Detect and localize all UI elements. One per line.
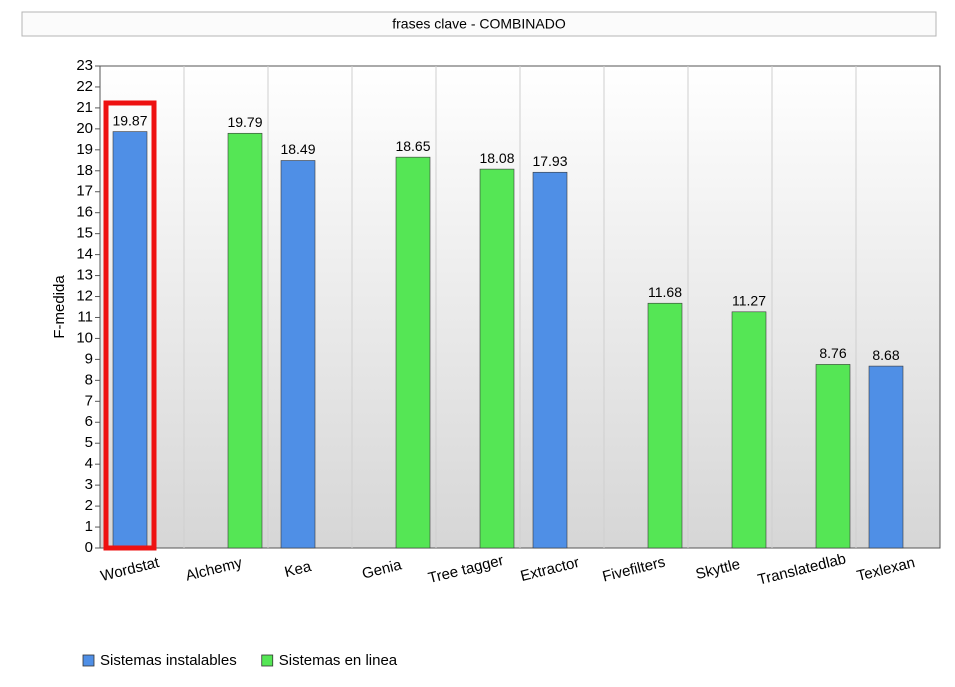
y-tick-label: 13 [76,267,93,284]
y-tick-label: 6 [85,413,93,430]
value-label: 18.65 [395,138,430,154]
value-label: 18.08 [479,150,514,166]
x-tick-label: Translatedlab [756,550,848,588]
x-tick-label: Extractor [519,554,581,585]
y-tick-label: 1 [85,518,93,535]
value-label: 18.49 [280,141,315,157]
y-tick-label: 2 [85,497,93,514]
y-tick-label: 9 [85,350,93,367]
y-tick-label: 7 [85,392,93,409]
x-tick-label: Texlexan [855,554,917,585]
y-tick-label: 23 [76,57,93,74]
x-tick-label: Tree tagger [426,552,505,587]
value-label: 11.68 [648,284,682,300]
y-tick-label: 21 [76,99,93,116]
value-label: 19.87 [112,112,147,128]
x-tick-label: Genia [360,556,404,582]
y-tick-label: 20 [76,120,93,137]
x-tick-label: Wordstat [99,554,162,585]
y-tick-label: 10 [76,329,93,346]
legend-label: Sistemas en linea [279,652,398,669]
chart-title: frases clave - COMBINADO [392,16,566,32]
legend-swatch [261,654,274,667]
y-tick-label: 22 [76,78,93,95]
value-label: 8.68 [872,347,899,363]
y-tick-label: 8 [85,371,93,388]
y-tick-label: 11 [77,308,93,325]
bar [227,132,263,549]
x-tick-label: Alchemy [184,554,244,585]
x-tick-label: Kea [283,558,314,581]
bar [112,131,148,549]
bar [395,156,431,549]
bar [868,365,904,549]
bar [815,364,851,549]
bar [731,311,767,549]
y-tick-label: 18 [76,162,93,179]
x-tick-label: Fivefilters [601,553,667,585]
value-label: 11.27 [732,293,766,309]
y-tick-label: 4 [85,455,93,472]
y-tick-label: 14 [76,246,93,263]
highlight-box [103,100,157,551]
y-tick-label: 0 [85,539,93,556]
y-tick-label: 3 [85,476,93,493]
y-tick-label: 19 [76,141,93,158]
y-axis-label: F-medida [51,275,68,339]
bar [479,168,515,549]
x-tick-label: Skyttle [694,556,742,583]
y-tick-label: 15 [76,225,93,242]
title-bar [21,11,937,37]
value-label: 17.93 [532,153,567,169]
legend-label: Sistemas instalables [100,652,237,669]
value-label: 19.79 [227,114,262,130]
value-label: 8.76 [819,345,846,361]
legend-swatch [82,654,95,667]
y-tick-label: 12 [76,287,93,304]
bar [532,171,568,549]
bar [280,160,316,549]
y-tick-label: 5 [85,434,93,451]
bar [647,302,683,549]
y-tick-label: 16 [76,204,93,221]
y-tick-label: 17 [76,183,93,200]
